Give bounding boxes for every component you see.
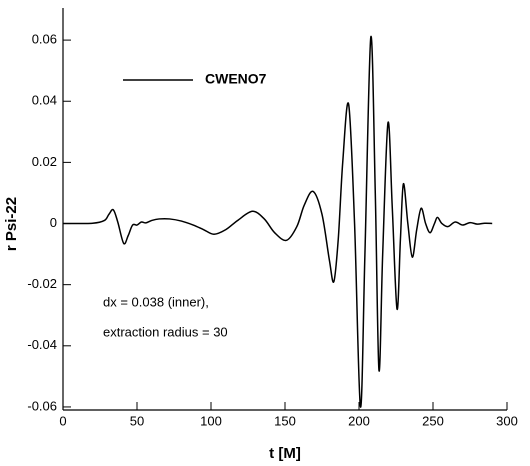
y-tick-label: 0.04 xyxy=(32,93,57,108)
annotation: extraction radius = 30 xyxy=(103,324,228,339)
y-tick-label: 0 xyxy=(50,215,57,230)
y-axis-title: r Psi-22 xyxy=(3,197,20,251)
y-tick-label: -0.04 xyxy=(27,337,57,352)
y-tick-label: 0.06 xyxy=(32,32,57,47)
y-tick-label: -0.06 xyxy=(27,398,57,413)
y-tick-label: -0.02 xyxy=(27,276,57,291)
x-tick-label: 250 xyxy=(422,413,444,428)
x-tick-label: 100 xyxy=(200,413,222,428)
data-line xyxy=(62,35,493,408)
y-tick-label: 0.02 xyxy=(32,154,57,169)
x-tick-label: 300 xyxy=(496,413,518,428)
legend-label: CWENO7 xyxy=(205,71,267,87)
x-tick-label: 0 xyxy=(59,413,66,428)
x-tick-label: 200 xyxy=(348,413,370,428)
x-tick-label: 150 xyxy=(274,413,296,428)
x-tick-label: 50 xyxy=(130,413,144,428)
x-axis-title: t [M] xyxy=(269,445,301,462)
annotation: dx = 0.038 (inner), xyxy=(103,294,209,309)
